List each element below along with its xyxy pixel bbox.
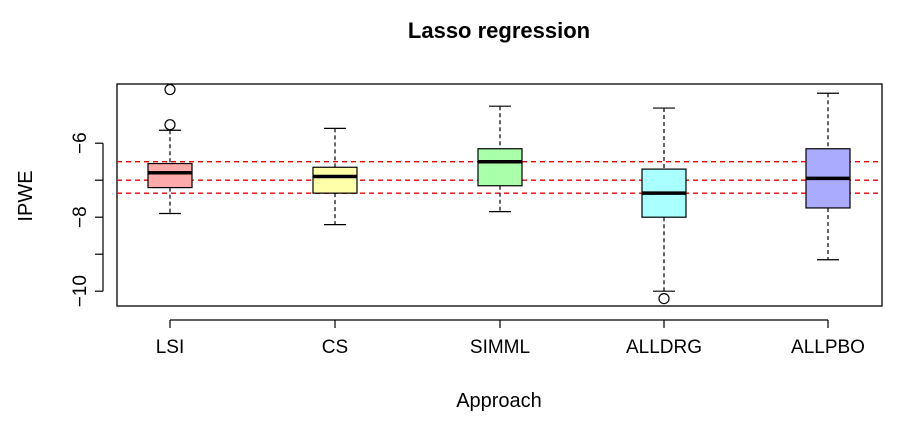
x-tick-label-simml: SIMML	[470, 337, 530, 358]
plot-frame	[116, 83, 883, 307]
boxplot-alldrg	[641, 107, 687, 305]
y-tick-label: −10	[70, 275, 91, 307]
x-tick-label-alldrg: ALLDRG	[626, 337, 702, 358]
y-axis: −10 −8 −6	[70, 132, 104, 307]
outlier-lsi-1	[164, 119, 176, 131]
box-simml	[477, 148, 523, 187]
box-lsi	[147, 162, 193, 189]
boxplot-simml	[477, 105, 523, 213]
x-tick-label-allpbo: ALLPBO	[791, 337, 865, 358]
outlier-alldrg-0	[658, 293, 670, 305]
boxplot-lsi	[147, 83, 193, 215]
y-tick-label: −8	[70, 206, 91, 228]
boxplots	[147, 83, 851, 305]
box-cs	[312, 166, 358, 194]
outlier-lsi-0	[164, 83, 176, 96]
boxplot-allpbo	[805, 92, 851, 261]
x-tick-label-cs: CS	[322, 337, 348, 358]
x-axis: LSI CS SIMML ALLDRG ALLPBO	[156, 319, 865, 358]
y-axis-label: IPWE	[15, 170, 37, 221]
x-tick-label-lsi: LSI	[156, 337, 185, 358]
boxplot-cs	[312, 127, 358, 226]
y-tick-label: −6	[70, 132, 91, 154]
x-axis-label: Approach	[456, 390, 542, 412]
chart-title: Lasso regression	[408, 18, 590, 43]
